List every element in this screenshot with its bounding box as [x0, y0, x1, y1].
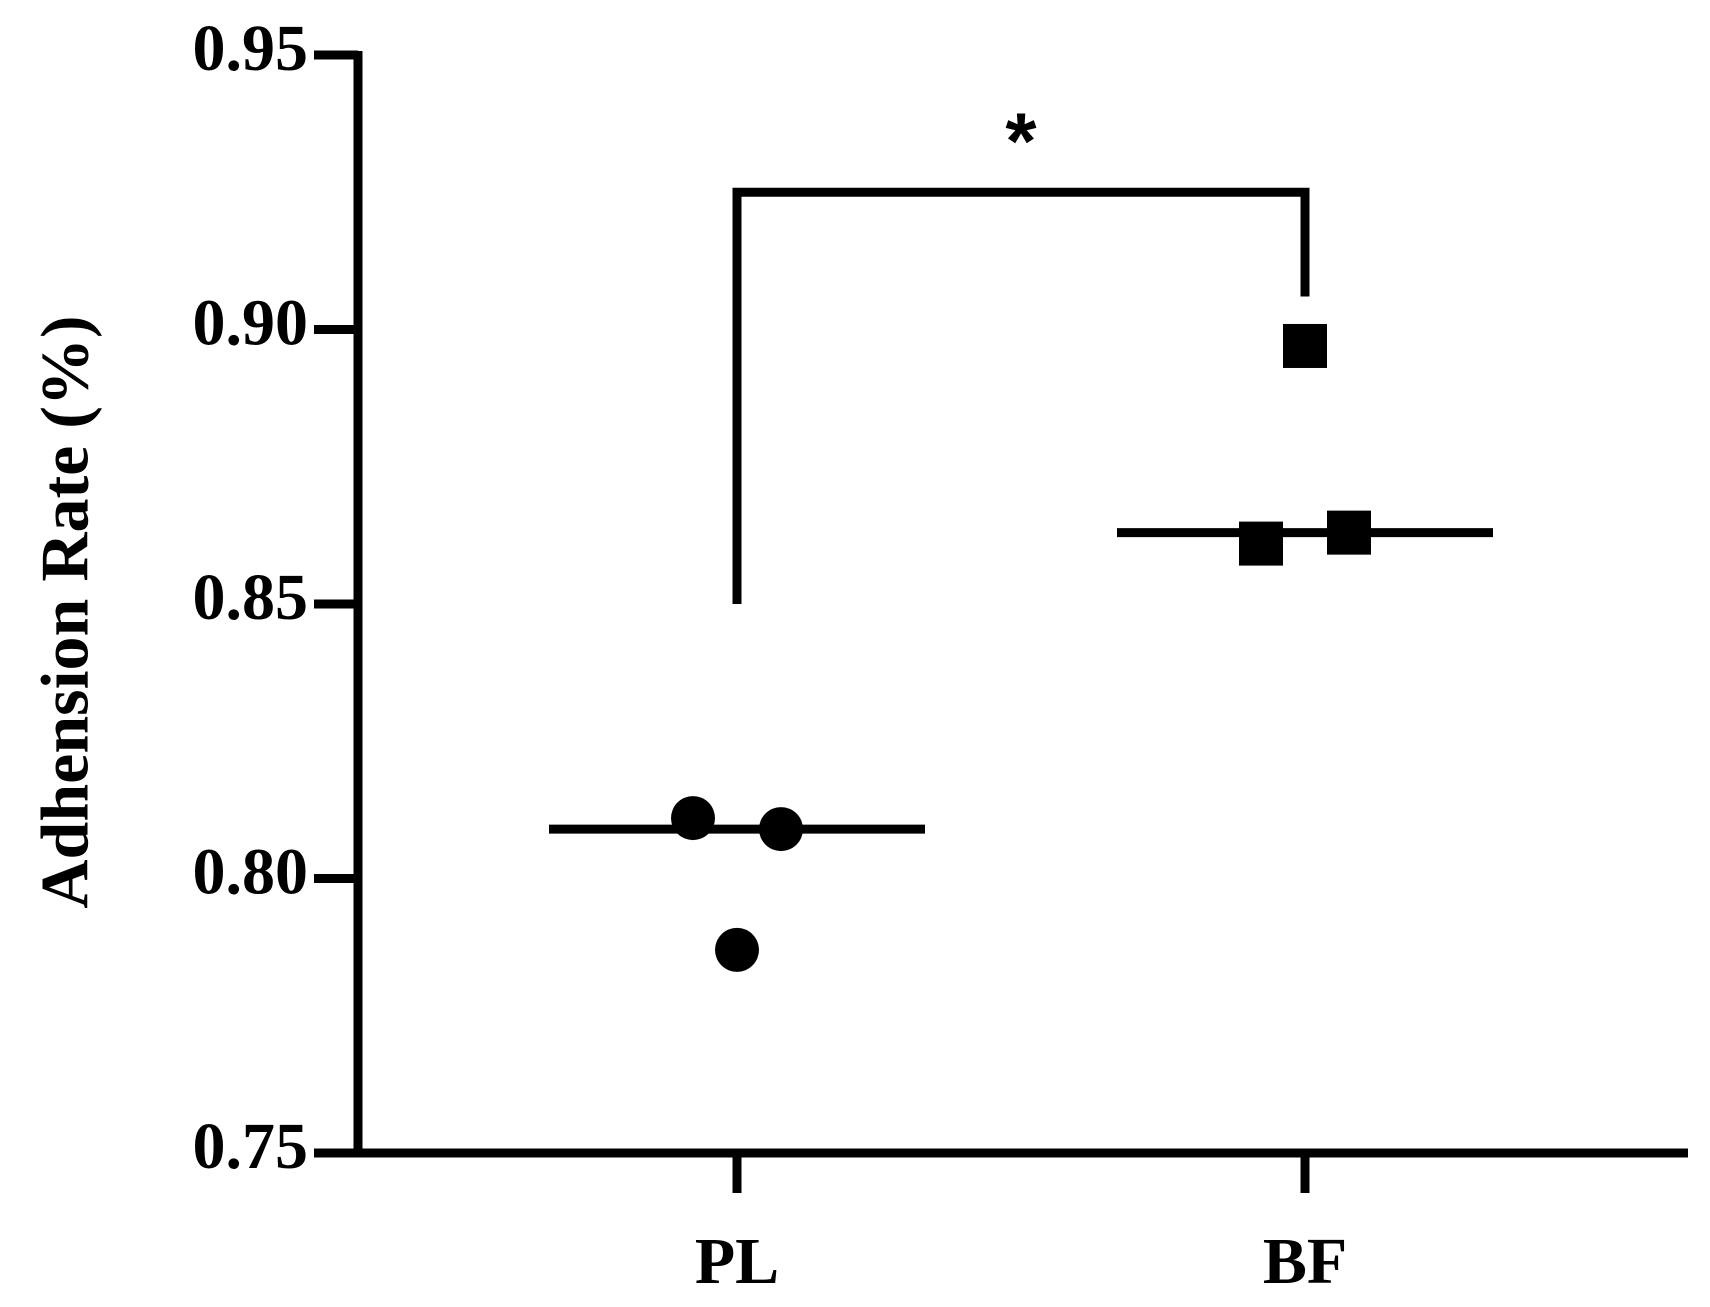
significance-label: *	[1005, 96, 1037, 185]
x-tick-label: PL	[695, 1225, 779, 1298]
data-point	[715, 927, 759, 972]
data-point	[1327, 510, 1371, 555]
data-point	[671, 796, 715, 841]
data-point	[1283, 323, 1327, 368]
y-axis-label: Adhension Rate (%)	[27, 315, 103, 908]
data-point	[1239, 521, 1283, 566]
y-tick-label: 0.85	[193, 561, 309, 634]
significance-bracket	[732, 187, 1310, 604]
x-tick-label: BF	[1263, 1225, 1347, 1298]
y-tick-label: 0.80	[193, 836, 309, 909]
y-tick-label: 0.95	[193, 12, 309, 85]
data-point	[759, 807, 803, 852]
y-tick-label: 0.75	[193, 1110, 309, 1183]
y-tick-label: 0.90	[193, 287, 309, 360]
